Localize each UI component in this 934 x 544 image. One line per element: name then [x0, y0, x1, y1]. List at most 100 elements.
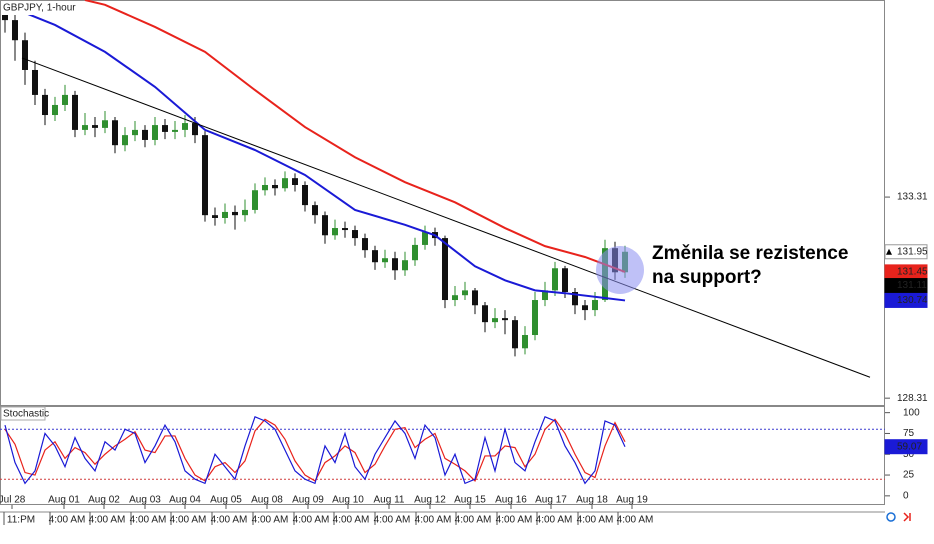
candle-body	[562, 268, 568, 292]
x-tick-label: Aug 11	[374, 495, 405, 506]
candle-body	[212, 215, 218, 218]
stoch-title: Stochastic	[3, 409, 49, 420]
x-tick-label: Aug 15	[454, 495, 486, 506]
x-tick-label: Aug 02	[88, 495, 120, 506]
x-tick-label: Aug 17	[535, 495, 567, 506]
x-tick-label: 4:00 AM	[415, 515, 452, 526]
price-marker-label: 131.95	[897, 246, 928, 257]
x-tick-label: Aug 08	[251, 495, 283, 506]
x-tick-label: 4:00 AM	[333, 515, 370, 526]
candle-body	[132, 129, 138, 136]
candle-body	[22, 40, 28, 70]
candle-body	[382, 258, 388, 263]
candle-body	[192, 123, 198, 136]
candle-body	[482, 305, 488, 323]
candle-body	[142, 129, 148, 140]
candle-body	[52, 104, 58, 116]
x-tick-label: 4:00 AM	[89, 515, 126, 526]
candle-body	[372, 250, 378, 263]
candle-body	[472, 290, 478, 306]
candle-body	[502, 318, 508, 321]
candle-body	[302, 185, 308, 206]
candle-body	[112, 120, 118, 146]
x-tick-label: Aug 05	[210, 495, 242, 506]
candle-body	[152, 125, 158, 140]
y-tick-label: 75	[903, 428, 915, 439]
x-tick-label: 4:00 AM	[170, 515, 207, 526]
price-marker-label: 131.11	[897, 280, 927, 291]
y-tick-label: 25	[903, 470, 915, 481]
icon[interactable]	[886, 512, 896, 522]
candle-body	[332, 228, 338, 236]
candle-body	[72, 94, 78, 130]
icon[interactable]	[903, 512, 911, 522]
x-tick-label: Aug 16	[495, 495, 527, 506]
x-tick-label: 4:00 AM	[130, 515, 167, 526]
candle-body	[122, 135, 128, 146]
price-marker	[884, 244, 928, 260]
candle-body	[292, 178, 298, 186]
x-tick-label: Aug 18	[576, 495, 608, 506]
x-tick-label: 4:00 AM	[293, 515, 330, 526]
stoch-line	[4, 416, 626, 485]
price-marker	[884, 278, 928, 294]
candle-body	[102, 120, 108, 128]
x-tick-label: 4:00 AM	[455, 515, 492, 526]
y-tick-label: 50	[903, 449, 915, 460]
candle-body	[242, 209, 248, 216]
main-panel	[0, 0, 885, 406]
ma-line	[84, 0, 626, 273]
x-tick-label: 11:PM	[7, 515, 35, 526]
y-tick-label: 100	[903, 407, 920, 418]
candle-body	[462, 290, 468, 296]
candle-body	[262, 185, 268, 191]
candle-body	[202, 135, 208, 216]
x-tick-label: Aug 01	[48, 495, 80, 506]
stoch-line	[4, 418, 626, 482]
candle-body	[452, 295, 458, 301]
x-tick-label: 4:00 AM	[496, 515, 533, 526]
candle-body	[252, 190, 258, 210]
highlight-circle	[596, 246, 644, 294]
ma-line	[21, 57, 871, 378]
x-tick-label: 4:00 AM	[252, 515, 289, 526]
candle-body	[412, 244, 418, 261]
x-tick-label: 4:00 AM	[49, 515, 86, 526]
x-tick-label: Aug 10	[332, 495, 364, 506]
x-tick-label: Aug 12	[414, 495, 446, 506]
annotation: na support?	[652, 267, 762, 288]
price-marker	[884, 292, 928, 308]
annotation: Změnila se rezistence	[652, 243, 848, 264]
x-tick-label: 4:00 AM	[577, 515, 614, 526]
x-tick-label: 4:00 AM	[617, 515, 654, 526]
candle-body	[342, 228, 348, 231]
price-marker	[884, 439, 928, 455]
x-tick-label: Aug 19	[616, 495, 648, 506]
price-marker-label: 59.07	[897, 441, 922, 452]
x-tick-label: Aug 03	[129, 495, 161, 506]
candle-body	[492, 318, 498, 323]
candle-body	[572, 291, 578, 306]
x-tick-label: 4:00 AM	[211, 515, 248, 526]
candle-body	[12, 20, 18, 41]
candle-body	[522, 335, 528, 349]
candle-body	[82, 125, 88, 130]
price-marker-label: 131.45	[897, 267, 928, 278]
y-tick-label: 0	[903, 490, 909, 501]
candle-body	[2, 12, 8, 21]
candle-body	[272, 185, 278, 189]
candle-body	[422, 232, 428, 245]
y-tick-label: 133.31	[897, 192, 928, 203]
candle-body	[402, 260, 408, 271]
toolbar-icons[interactable]	[886, 512, 911, 522]
candle-body	[542, 290, 548, 301]
candle-body	[282, 178, 288, 189]
candle-body	[582, 305, 588, 311]
x-tick-label: 4:00 AM	[536, 515, 573, 526]
candle-body	[312, 205, 318, 216]
candle-body	[392, 258, 398, 271]
candle-body	[512, 320, 518, 349]
candle-body	[362, 238, 368, 251]
x-tick-label: 4:00 AM	[374, 515, 411, 526]
